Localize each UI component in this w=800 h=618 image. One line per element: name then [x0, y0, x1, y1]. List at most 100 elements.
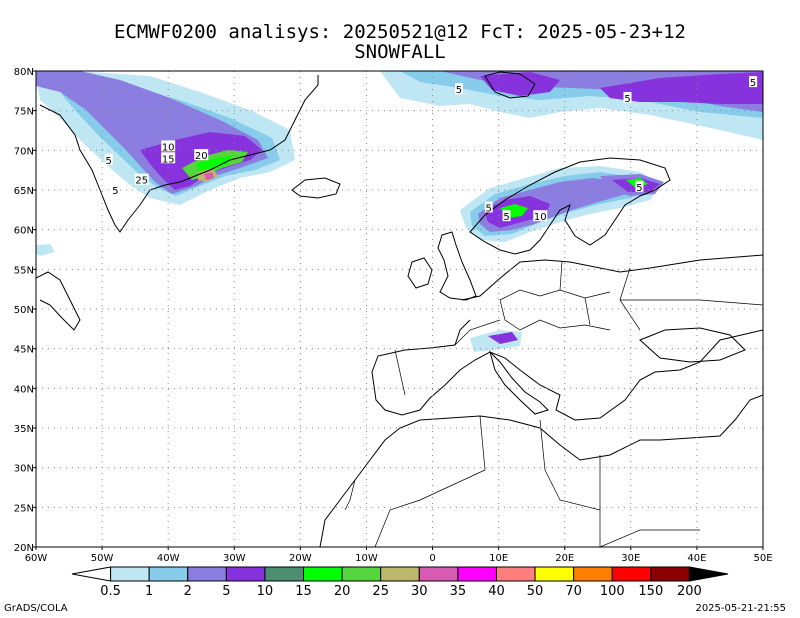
colorbar-label: 15: [295, 584, 312, 599]
lon-tick-label: 40W: [157, 553, 180, 564]
colorbar-swatch: [534, 566, 575, 582]
colorbar-swatch: [303, 566, 343, 582]
colorbar-label: 5: [222, 584, 230, 599]
contour-label: 5: [750, 78, 756, 89]
coastline-ireland: [407, 257, 433, 289]
snow-area-labrador-light: [36, 244, 55, 256]
colorbar-swatch: [341, 566, 382, 582]
lon-tick-label: 30E: [621, 553, 640, 564]
contour-label: 10: [162, 142, 175, 153]
colorbar-swatch: [650, 566, 690, 582]
colorbar-swatch: [611, 566, 652, 582]
lat-tick-label: 70N: [14, 146, 34, 157]
snow-area-alps-purple: [488, 332, 518, 344]
colorbar-label: 0.5: [100, 584, 121, 599]
lon-tick-label: 20W: [289, 553, 312, 564]
lon-tick-label: 10E: [489, 553, 508, 564]
lon-tick-label: 10W: [355, 553, 378, 564]
lat-tick-label: 80N: [14, 67, 34, 78]
borders: [344, 261, 763, 547]
colorbar-swatch: [225, 566, 266, 582]
colorbar-swatch: [110, 566, 150, 582]
coastline-iceland: [291, 177, 341, 199]
contour-label: 10: [534, 212, 547, 223]
coastline-britain: [437, 231, 477, 301]
colorbar-swatch: [380, 566, 420, 582]
colorbar-swatch: [688, 566, 729, 582]
contour-label: 5: [112, 186, 118, 197]
lon-tick-label: 50W: [91, 553, 114, 564]
graticule: [36, 71, 763, 547]
colorbar-swatch: [495, 566, 536, 582]
coastline-scandinavia: [469, 157, 671, 255]
colorbar-label: 10: [257, 584, 274, 599]
lat-tick-label: 55N: [14, 265, 34, 276]
colorbar-label: 35: [450, 584, 467, 599]
contour-label: 5: [624, 94, 630, 105]
lon-tick-label: 40E: [687, 553, 706, 564]
contour-label: 25: [135, 176, 148, 187]
contour-label-bg: [635, 180, 644, 192]
colorbar: 0.5 1 2 5 10 15 20 25 30 35 40 50 70 100 150 200: [71, 566, 729, 599]
lat-tick-label: 65N: [14, 186, 34, 197]
contour-label: 5: [456, 85, 462, 96]
colorbar-label: 50: [527, 584, 544, 599]
colorbar-label: 150: [638, 584, 663, 599]
colorbar-label: 30: [411, 584, 428, 599]
colorbar-label: 70: [565, 584, 582, 599]
coastline-africa: [319, 394, 763, 547]
contour-label: 20: [195, 151, 208, 162]
colorbar-label: 2: [184, 584, 192, 599]
lon-tick-label: 20E: [555, 553, 574, 564]
lat-tick-label: 20N: [14, 543, 34, 554]
latitude-labels: 80N 75N 70N 65N 60N 55N 50N 45N 40N 35N 30N 25N 20N: [14, 67, 36, 554]
colorbar-label: 25: [372, 584, 389, 599]
colorbar-swatch: [418, 566, 459, 582]
colorbar-swatch: [573, 566, 613, 582]
map-title: ECMWF0200 analisys: 20250521@12 FcT: 202…: [114, 21, 686, 43]
contour-label-bg: [502, 210, 511, 222]
lat-tick-label: 50N: [14, 305, 34, 316]
lat-tick-label: 35N: [14, 424, 34, 435]
lat-tick-label: 60N: [14, 226, 34, 237]
contour-label: 5: [503, 212, 509, 223]
coastline-italy: [489, 350, 549, 415]
colorbar-label: 100: [600, 584, 625, 599]
lat-tick-label: 40N: [14, 384, 34, 395]
colorbar-swatch: [71, 566, 112, 582]
coastlines: [36, 71, 763, 547]
colorbar-label: 1: [145, 584, 153, 599]
footer-timestamp: 2025-05-21-21:55: [695, 603, 786, 614]
lat-tick-label: 25N: [14, 503, 34, 514]
shading-layer: [36, 71, 763, 352]
contour-label-bg: [623, 91, 632, 103]
contour-label-bg: [111, 184, 120, 195]
coastline-svalbard: [484, 71, 536, 99]
coastline-europe: [371, 254, 763, 421]
contour-label-bg: [104, 153, 113, 165]
snow-area-arctic-purple: [600, 72, 763, 104]
colorbar-label: 40: [488, 584, 505, 599]
colorbar-swatch: [264, 566, 305, 582]
coastline-greenland: [39, 75, 319, 233]
footer-grads-label: GrADS/COLA: [4, 603, 68, 614]
contour-label-bg: [454, 83, 463, 95]
contour-label-bg: [533, 210, 548, 222]
contour-label: 15: [162, 154, 175, 165]
colorbar-label: 20: [334, 584, 351, 599]
lon-tick-label: 0: [429, 553, 435, 564]
colorbar-swatch: [148, 566, 189, 582]
colorbar-swatch: [187, 566, 227, 582]
lat-tick-label: 45N: [14, 345, 34, 356]
contour-label: 5: [636, 183, 642, 194]
contour-label-bg: [161, 152, 176, 164]
snow-area-greenland-magenta: [204, 172, 214, 180]
contour-label-bg: [194, 149, 209, 161]
coastline-black-sea: [639, 327, 746, 363]
border-lines: [344, 261, 763, 547]
lon-tick-label: 60W: [25, 553, 48, 564]
lat-tick-label: 75N: [14, 107, 34, 118]
colorbar-label: 200: [677, 584, 702, 599]
